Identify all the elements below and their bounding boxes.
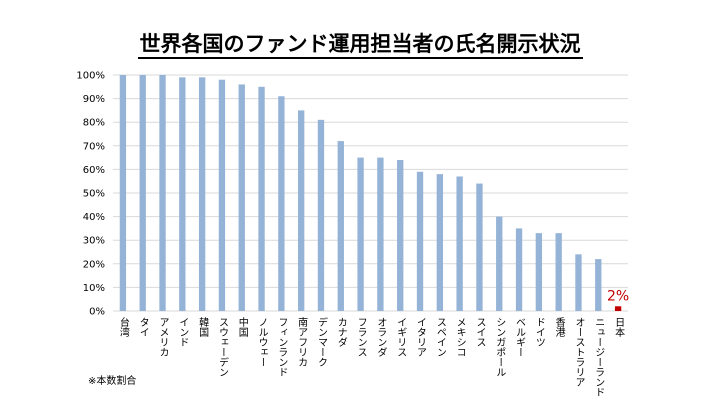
bar-26 (614, 306, 622, 311)
y-axis-ticks: 0% 10% 20% 30% 40% 50% 60% 70% 80% 90% 100% (76, 71, 105, 318)
annotations: 2% (607, 288, 629, 304)
x-tick-label: アメリカ (157, 317, 168, 357)
bar-16 (416, 171, 424, 311)
x-tick-label: 韓国 (197, 317, 209, 338)
y-tick-label: 80% (83, 118, 105, 129)
bar-7 (238, 84, 245, 311)
bar-25 (595, 259, 602, 311)
x-tick-label: ベルギー (514, 317, 526, 357)
bar-15 (397, 159, 404, 311)
x-tick-label: ドイツ (533, 317, 545, 347)
y-tick-label: 20% (83, 259, 105, 270)
x-tick-label: フランス (355, 317, 366, 357)
y-tick-label: 100% (76, 71, 105, 82)
y-tick-label: 10% (83, 283, 105, 294)
y-tick-label: 0% (89, 307, 105, 318)
bar-14 (377, 157, 384, 311)
x-tick-label: オーストラリア (573, 317, 584, 387)
x-tick-label: カナダ (335, 317, 347, 347)
x-tick-label: 台湾 (117, 316, 129, 338)
bars (119, 75, 622, 312)
footnote: ※本数割合 (88, 376, 137, 387)
bar-5 (198, 77, 206, 311)
chart-title-text: 世界各国のファンド運用担当者の氏名開示状況 (137, 32, 583, 59)
bar-24 (575, 254, 582, 311)
x-tick-label: スペイン (434, 317, 446, 357)
bar-4 (179, 77, 186, 311)
x-tick-label: インド (177, 317, 189, 347)
bar-19 (476, 183, 483, 311)
bar-6 (218, 79, 226, 311)
gridlines (113, 74, 628, 312)
y-tick-label: 40% (83, 212, 105, 223)
bar-1 (119, 75, 127, 311)
y-tick-label: 50% (83, 189, 105, 200)
x-tick-label: スイス (474, 317, 486, 347)
data-label: 2% (607, 288, 629, 304)
bar-9 (278, 96, 285, 312)
x-tick-label: オランダ (375, 317, 387, 357)
bar-21 (515, 228, 523, 311)
bar-10 (298, 110, 305, 312)
bar-22 (535, 233, 543, 311)
x-tick-label: 南アフリカ (296, 316, 308, 367)
x-tick-label: イタリア (415, 317, 427, 357)
x-tick-label: 日本 (613, 317, 625, 338)
x-tick-label: ノルウェー (256, 317, 268, 367)
x-tick-label: イギリス (395, 317, 407, 357)
bar-23 (555, 233, 562, 311)
bar-13 (357, 157, 364, 311)
y-tick-label: 70% (83, 141, 105, 152)
bar-20 (496, 216, 503, 311)
x-tick-label: デンマーク (315, 316, 327, 367)
bar-3 (159, 75, 166, 311)
bar-2 (139, 75, 146, 311)
bar-12 (337, 141, 344, 311)
bar-18 (456, 176, 463, 311)
x-tick-label: タイ (137, 317, 149, 337)
x-axis-labels: 台湾 タイ アメリカ インド 韓国 スウェーデン 中国 ノルウェー フィンランド 南アフリカ デンマ… (117, 316, 624, 397)
x-tick-label: シンガポール (494, 317, 506, 377)
x-tick-label: ニュージーランド (593, 317, 604, 397)
x-tick-label: 中国 (236, 316, 248, 338)
bar-17 (436, 174, 443, 311)
x-tick-label: フィンランド (276, 317, 287, 377)
x-tick-label: 香港 (553, 317, 565, 337)
x-tick-label: メキシコ (454, 317, 465, 357)
chart-title: 世界各国のファンド運用担当者の氏名開示状況 (0, 28, 720, 59)
x-tick-label: スウェーデン (216, 317, 228, 377)
y-tick-label: 90% (83, 94, 105, 105)
bar-11 (317, 119, 325, 311)
y-tick-label: 60% (83, 165, 105, 176)
bar-8 (258, 86, 265, 311)
y-tick-label: 30% (83, 236, 105, 247)
